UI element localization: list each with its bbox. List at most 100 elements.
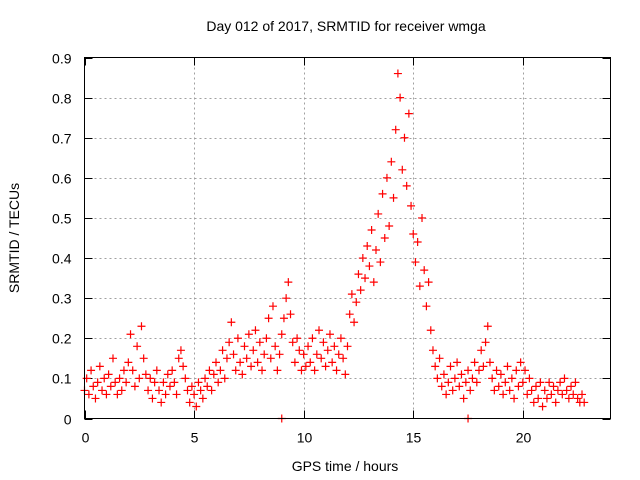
data-point [163,370,172,379]
data-point [470,358,479,367]
data-point [266,354,275,363]
data-point [468,374,477,383]
data-point [426,326,435,335]
data-point [398,165,407,174]
data-point [249,346,258,355]
data-point [437,382,446,391]
data-point [141,370,150,379]
data-point [396,93,405,102]
data-point [387,157,396,166]
data-point [146,374,155,383]
data-point [356,286,365,295]
data-point [538,402,547,411]
data-point [212,358,220,367]
data-point [514,382,523,391]
data-point [161,390,170,399]
data-point [111,378,120,387]
data-point [198,394,207,403]
data-point [567,382,576,391]
data-point [420,266,429,275]
x-tick-label: 20 [516,430,532,446]
data-point [174,354,183,363]
data-point [492,366,501,375]
y-tick-label: 0.5 [52,211,72,227]
data-point [503,362,512,371]
x-tick-label: 0 [82,430,90,446]
data-point [391,125,400,134]
data-point [205,366,214,375]
data-point [450,374,459,383]
data-point [152,366,161,375]
data-point [444,378,453,387]
data-point [82,374,91,383]
data-point [477,346,486,355]
data-point [284,278,293,287]
data-point [262,334,271,343]
data-point [102,390,111,399]
data-point [196,386,205,395]
data-point [501,378,510,387]
data-point [117,386,126,395]
data-point [282,294,291,303]
data-point [354,270,363,279]
x-tick-label: 10 [297,430,313,446]
data-point [371,246,380,255]
data-point [376,258,385,267]
data-point [558,390,567,399]
data-point [84,390,93,399]
data-point [562,386,571,395]
data-point [571,378,580,387]
data-point [225,338,234,347]
data-point [455,382,464,391]
data-point [299,350,308,359]
data-point [308,334,317,343]
data-point [350,318,359,327]
y-tick-label: 0.6 [52,171,72,187]
data-point [91,394,100,403]
data-point [126,330,135,339]
data-point [490,386,499,395]
data-point [176,346,185,355]
data-point [545,378,554,387]
y-tick-label: 0.7 [52,131,72,147]
y-axis-label: SRMTID / TECUs [6,183,22,293]
data-point [475,366,483,375]
data-point [464,366,473,375]
data-point [89,382,98,391]
data-point [507,374,516,383]
data-point [374,209,383,218]
data-point [560,374,569,383]
data-point [409,229,418,238]
y-tick-label: 0 [64,412,72,428]
data-point [124,358,133,367]
y-tick-label: 0.8 [52,91,72,107]
data-point [260,350,269,359]
data-point [345,310,354,319]
data-point [216,366,225,375]
data-point [564,394,573,403]
data-point [233,334,242,343]
data-point [155,386,164,395]
data-point [393,69,402,78]
data-point [328,358,337,367]
data-point [128,366,137,375]
data-point [297,366,306,375]
data-point [483,322,492,331]
data-point [569,390,578,399]
chart-title: Day 012 of 2017, SRMTID for receiver wmg… [206,18,486,34]
data-point [531,382,540,391]
data-point [536,378,545,387]
data-point [144,386,153,395]
data-point [485,358,494,367]
data-point [203,382,212,391]
data-point [422,302,431,311]
data-point [113,390,122,399]
data-point [332,366,341,375]
data-point [547,390,556,399]
data-point [323,346,332,355]
data-point [275,350,284,359]
data-point [229,350,238,359]
data-point [343,342,352,351]
data-point [271,342,280,351]
